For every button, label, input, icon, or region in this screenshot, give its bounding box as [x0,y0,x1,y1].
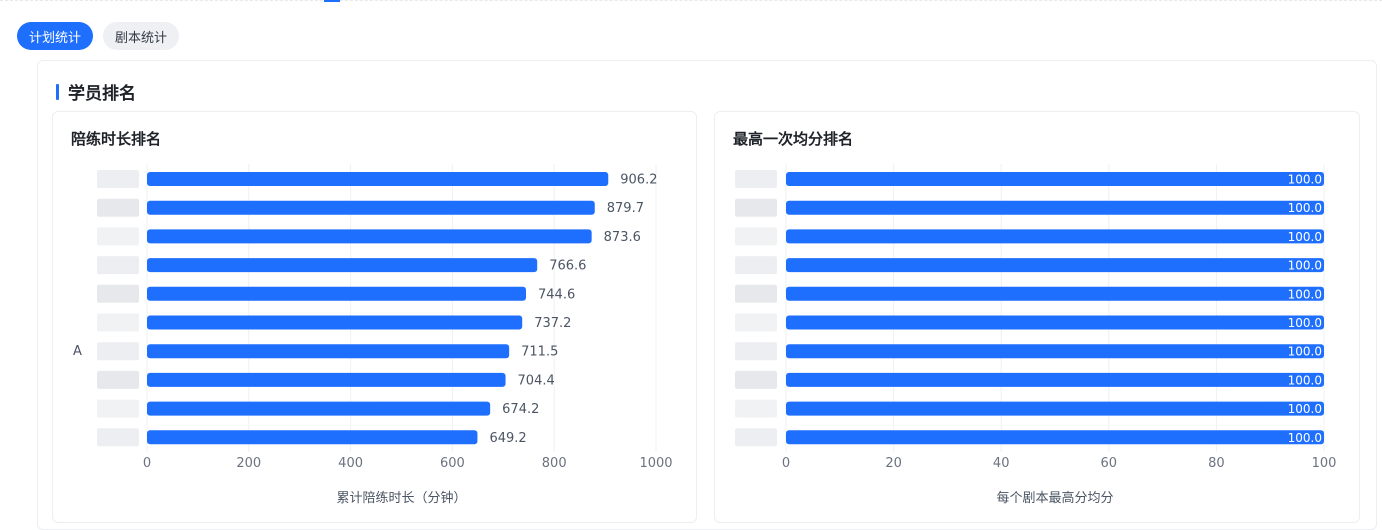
x-tick-label: 80 [1208,456,1225,471]
bar[interactable] [786,401,1324,416]
top-divider [0,0,1382,2]
bar[interactable] [147,172,609,186]
bar[interactable] [147,258,538,273]
bar[interactable] [147,229,592,244]
value-label: 674.2 [502,402,539,417]
x-tick-label: 800 [542,456,567,471]
category-label-mask [97,170,139,188]
bar[interactable] [786,344,1324,359]
bar[interactable] [786,286,1324,301]
tab-plan-stats[interactable]: 计划统计 [17,22,94,50]
avg-score-chart: 100.0 100.0 100.0 100.0 100.0 100.0 100.0 100.0… [735,164,1337,506]
chart-title: 最高一次均分排名 [733,130,854,148]
bar[interactable] [786,172,1324,186]
value-label: 100.0 [1288,345,1322,359]
category-label-mask [735,313,777,332]
bar[interactable] [147,401,491,416]
value-label: 879.7 [607,201,644,216]
category-label-mask [97,256,139,275]
avg-score-panel: 最高一次均分排名 100.0 100.0 100.0 100.0 100.0 100.0 1… [714,111,1360,523]
value-label: 100.0 [1288,316,1322,330]
x-tick-label: 0 [143,456,151,471]
value-label: 100.0 [1288,402,1322,416]
bar[interactable] [147,430,478,445]
chart-title: 陪练时长排名 [71,130,162,148]
category-label-mask [97,370,139,389]
x-axis-title: 每个剧本最高分均分 [996,490,1113,506]
category-label: A [73,344,82,359]
value-label: 737.2 [534,316,571,331]
category-label-mask [97,198,139,217]
x-axis-title: 累计陪练时长（分钟） [336,490,466,506]
category-label-mask [735,227,777,246]
bar[interactable] [147,315,523,330]
category-label-mask [735,428,777,447]
value-label: 766.6 [549,259,586,274]
bar[interactable] [786,258,1324,273]
value-label: 711.5 [521,345,558,360]
category-label-mask [735,170,777,188]
category-label-mask [97,284,139,303]
category-label-mask [97,428,139,447]
section-header: 学员排名 [56,79,136,104]
category-label-mask [735,284,777,303]
bar[interactable] [147,372,506,387]
x-tick-label: 20 [885,456,902,471]
section-accent-bar [56,83,59,100]
practice-duration-panel: 陪练时长排名 A 906.2 879.7 873.6 766.6 744.6 737.2 71… [52,111,697,523]
value-label: 100.0 [1288,287,1322,301]
bar[interactable] [147,200,595,215]
value-label: 100.0 [1288,431,1322,445]
x-tick-label: 400 [338,456,363,471]
category-label-mask [97,313,139,332]
category-label-mask [735,256,777,275]
stats-tabs: 计划统计 剧本统计 [17,22,180,50]
value-label: 873.6 [604,230,641,245]
bar[interactable] [786,229,1324,244]
x-tick-label: 40 [993,456,1010,471]
value-label: 744.6 [538,287,575,302]
tab-script-stats[interactable]: 剧本统计 [103,22,180,50]
x-tick-label: 1000 [639,456,672,471]
value-label: 906.2 [620,173,657,188]
top-tab-indicator [324,0,340,2]
value-label: 100.0 [1288,201,1322,215]
x-tick-label: 0 [782,456,790,471]
value-label: 100.0 [1288,259,1322,273]
category-label-mask [735,342,777,361]
bar[interactable] [786,372,1324,387]
x-tick-label: 600 [440,456,465,471]
category-label-mask [735,399,777,418]
value-label: 100.0 [1288,373,1322,387]
category-label-mask [735,370,777,389]
value-label: 649.2 [489,431,526,446]
value-label: 100.0 [1288,173,1322,187]
value-label: 704.4 [518,373,555,388]
category-label-mask [97,399,139,418]
x-tick-label: 100 [1312,456,1337,471]
bar[interactable] [786,315,1324,330]
value-label: 100.0 [1288,230,1322,244]
practice-duration-chart: A 906.2 879.7 873.6 766.6 744.6 737.2 711.5 704.… [73,164,673,506]
category-label-mask [735,198,777,217]
bar[interactable] [147,344,510,359]
bar[interactable] [786,200,1324,215]
category-label-mask [97,342,139,361]
x-tick-label: 60 [1101,456,1118,471]
bar[interactable] [786,430,1324,445]
category-label-mask [97,227,139,246]
bar[interactable] [147,286,527,301]
x-tick-label: 200 [236,456,261,471]
section-title: 学员排名 [68,84,136,104]
